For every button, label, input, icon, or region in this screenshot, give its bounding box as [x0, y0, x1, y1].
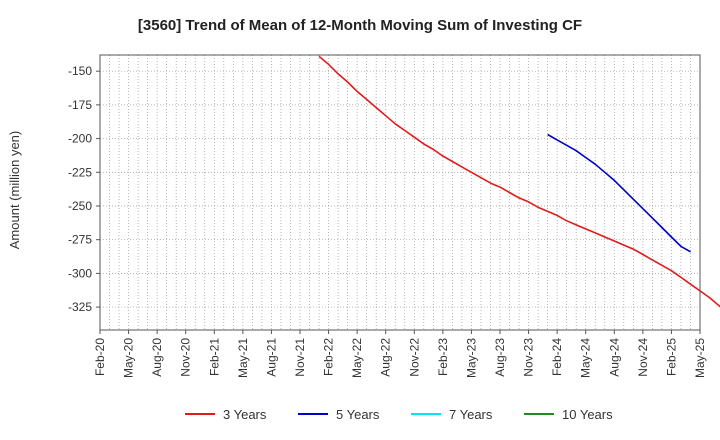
y-tick-label: -275 [68, 233, 92, 247]
x-axis-ticks: Feb-20 May-20 Aug-20 Nov-20 Feb-21 May-21 Aug-… [93, 330, 707, 378]
x-tick-label: May-22 [350, 338, 364, 378]
y-tick-label: -225 [68, 165, 92, 179]
x-tick-label: Aug-21 [264, 338, 278, 377]
series-line [318, 55, 720, 308]
legend: 3 Years 5 Years 7 Years 10 Years [185, 407, 613, 422]
x-tick-label: Nov-24 [636, 338, 650, 377]
x-tick-label: Aug-20 [150, 338, 164, 377]
x-tick-label: Nov-21 [293, 338, 307, 377]
series-layer [318, 55, 720, 308]
x-tick-label: Feb-20 [93, 338, 107, 376]
x-tick-label: Nov-23 [522, 338, 536, 377]
y-axis-label: Amount (million yen) [7, 131, 22, 250]
x-tick-label: Feb-24 [550, 338, 564, 376]
x-tick-label: Nov-20 [179, 338, 193, 377]
x-tick-label: Aug-22 [379, 338, 393, 377]
x-tick-label: Aug-23 [493, 338, 507, 377]
legend-label: 7 Years [449, 407, 493, 422]
legend-label: 3 Years [223, 407, 267, 422]
y-tick-label: -250 [68, 199, 92, 213]
x-tick-label: Feb-21 [207, 338, 221, 376]
x-tick-label: Nov-22 [407, 338, 421, 377]
x-tick-label: May-20 [122, 338, 136, 378]
x-tick-label: May-24 [579, 338, 593, 378]
y-tick-label: -200 [68, 132, 92, 146]
y-tick-label: -325 [68, 300, 92, 314]
y-axis-ticks: -150 -175 -200 -225 -250 -275 -300 -325 [68, 64, 100, 314]
x-tick-label: Feb-25 [664, 338, 678, 376]
legend-label: 10 Years [562, 407, 613, 422]
y-tick-label: -150 [68, 64, 92, 78]
series-line [547, 133, 691, 253]
x-tick-label: May-23 [464, 338, 478, 378]
x-tick-label: Feb-23 [436, 338, 450, 376]
y-tick-label: -300 [68, 266, 92, 280]
x-tick-label: May-21 [236, 338, 250, 378]
y-tick-label: -175 [68, 98, 92, 112]
x-tick-label: Aug-24 [607, 338, 621, 377]
x-tick-label: Feb-22 [322, 338, 336, 376]
x-tick-label: May-25 [693, 338, 707, 378]
plot-frame [99, 54, 701, 331]
grid-lines [100, 55, 700, 330]
chart-title: [3560] Trend of Mean of 12-Month Moving … [138, 17, 582, 34]
legend-label: 5 Years [336, 407, 380, 422]
